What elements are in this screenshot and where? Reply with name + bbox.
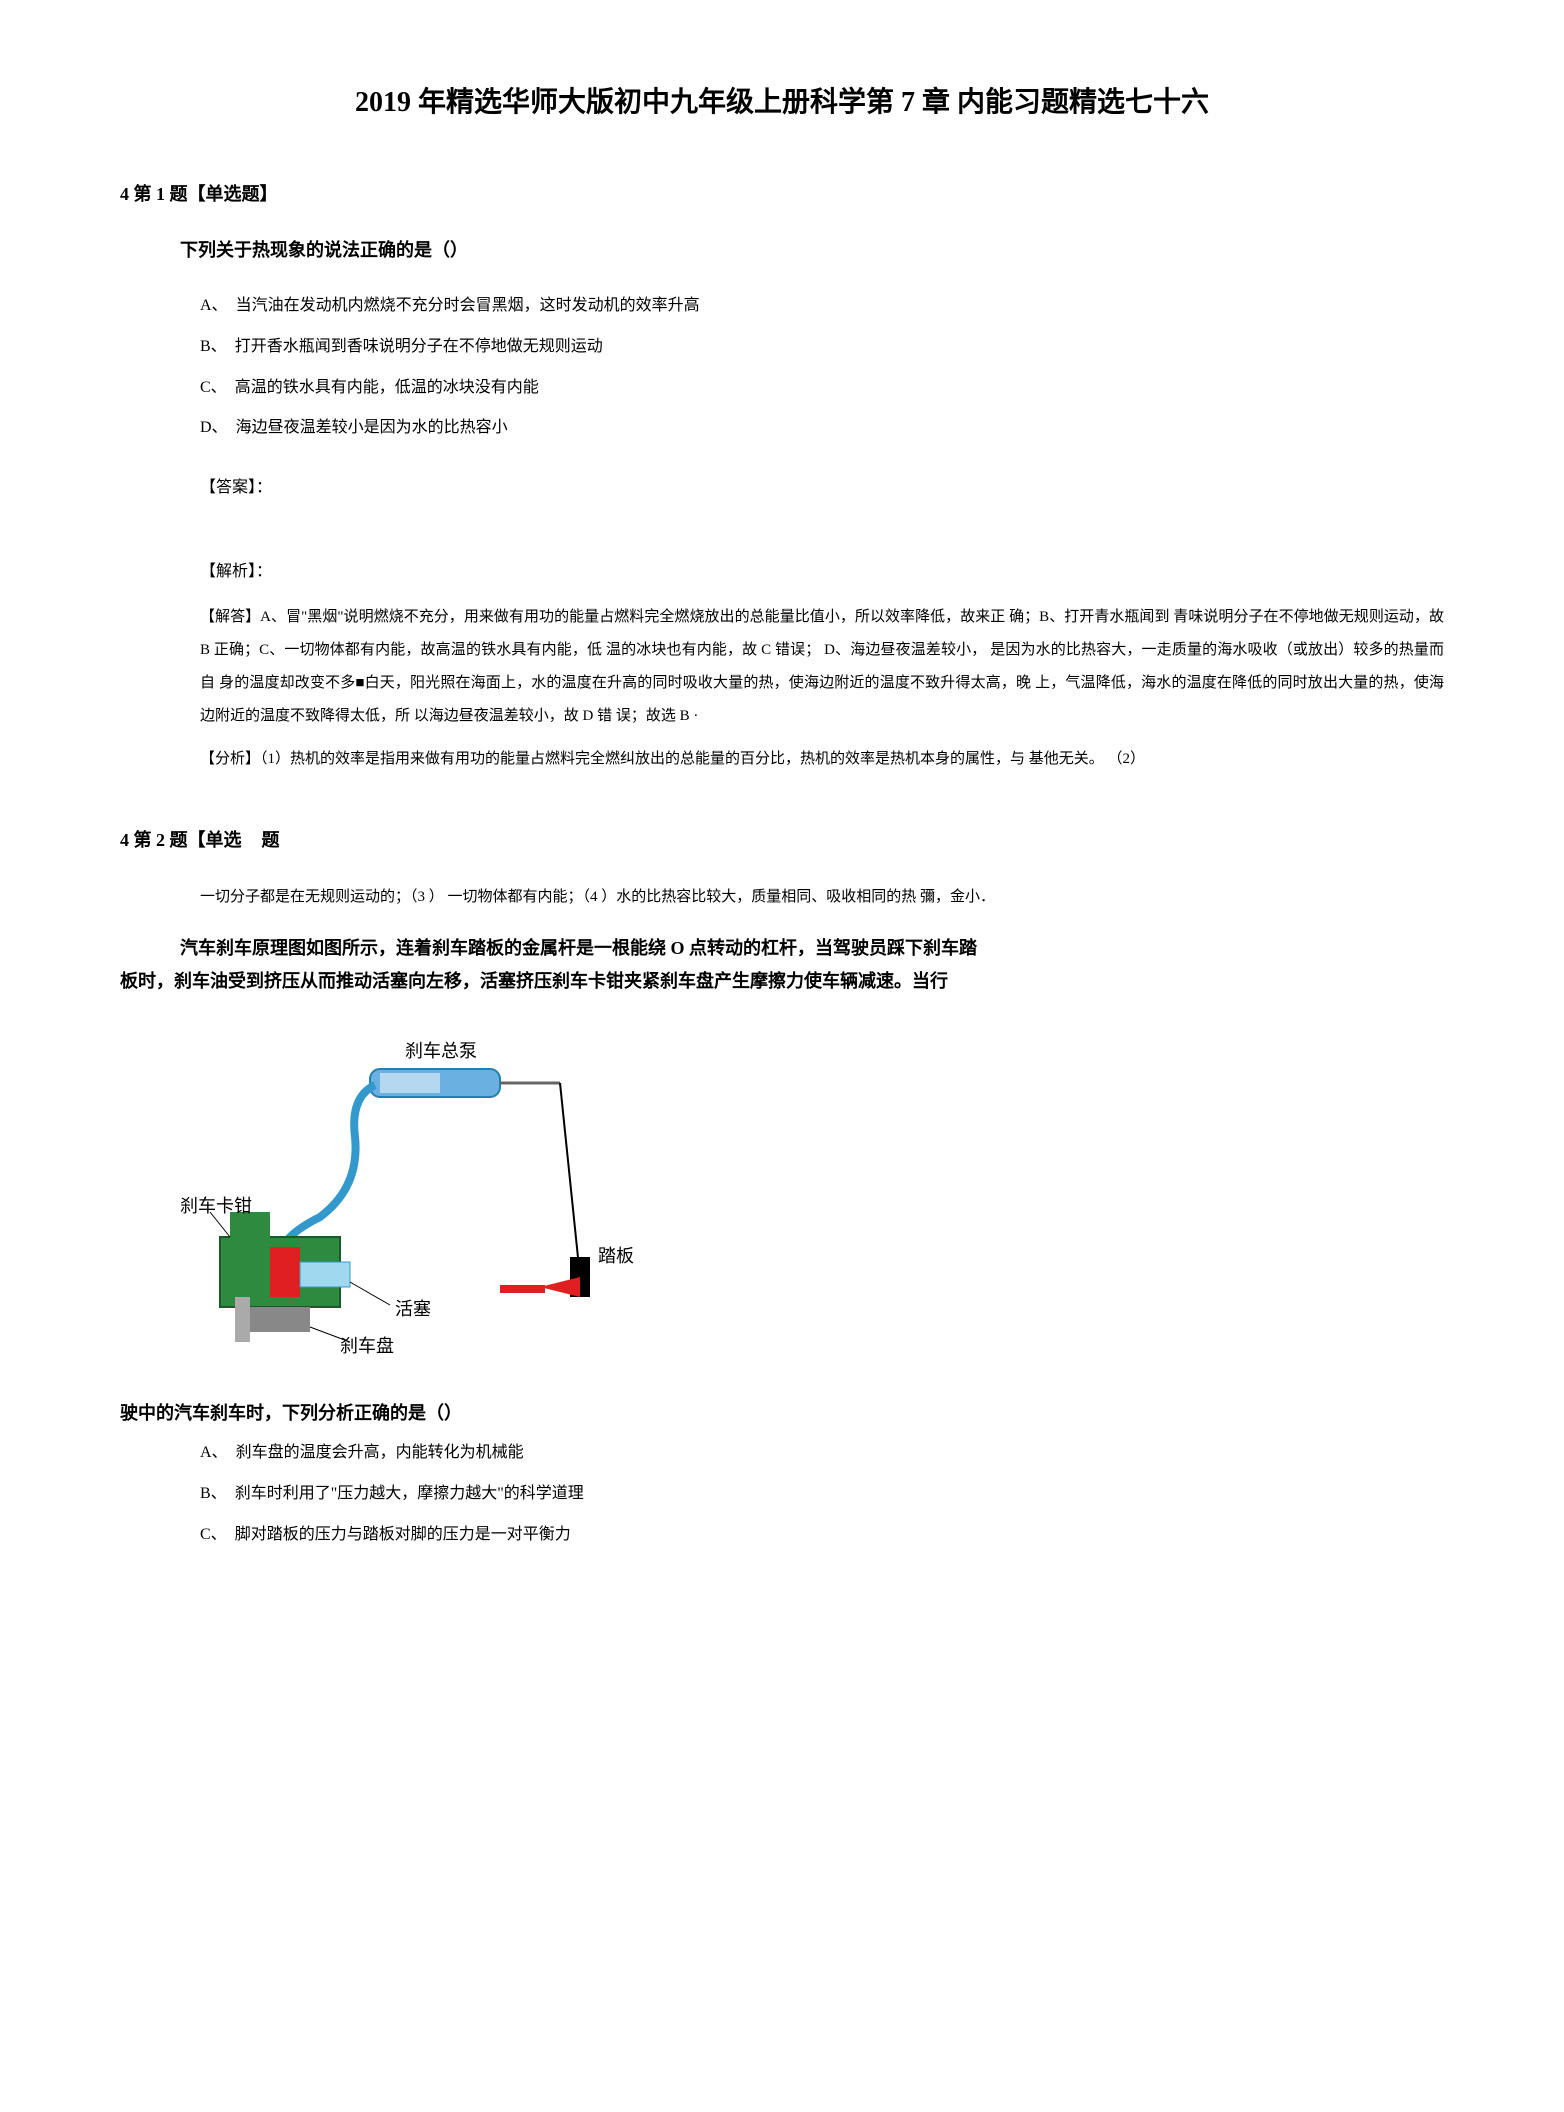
question1-analysis-label: 【解析】：	[200, 557, 1444, 581]
question2-stem-line1: 汽车刹车原理图如图所示，连着刹车踏板的金属杆是一根能绕 O 点转动的杠杆，当驾驶…	[180, 932, 1444, 964]
question2-choices: A、刹车盘的温度会升高，内能转化为机械能 B、刹车时利用了"压力越大，摩擦力越大…	[200, 1439, 1444, 1549]
question1-choice-c: C、高温的铁水具有内能，低温的冰块没有内能	[200, 374, 1444, 403]
question1-analysis-p2: 【分析】（1）热机的效率是指用来做有用功的能量占燃料完全燃纠放出的总能量的百分比…	[200, 743, 1444, 776]
choice-text: 刹车盘的温度会升高，内能转化为机械能	[236, 1444, 524, 1461]
question2-header: 4 第 2 题【单选	[120, 826, 242, 852]
diagram-label-pedal: 踏板	[598, 1242, 634, 1268]
question1-choice-a: A、当汽油在发动机内燃烧不充分时会冒黑烟，这时发动机的效率升高	[200, 292, 1444, 321]
question2-choice-b: B、刹车时利用了"压力越大，摩擦力越大"的科学道理	[200, 1480, 1444, 1509]
question2-header-suffix: 题	[262, 826, 280, 852]
diagram-label-piston: 活塞	[395, 1295, 431, 1321]
brake-diagram-svg	[180, 1037, 680, 1377]
choice-label: A、	[200, 297, 228, 314]
choice-label: C、	[200, 379, 227, 396]
choice-text: 当汽油在发动机内燃烧不充分时会冒黑烟，这时发动机的效率升高	[236, 297, 700, 314]
diagram-label-disc: 刹车盘	[340, 1332, 394, 1358]
brake-diagram: 刹车总泵 刹车卡钳 活塞 踏板 刹车盘	[180, 1037, 680, 1377]
choice-text: 高温的铁水具有内能，低温的冰块没有内能	[235, 379, 539, 396]
page-title: 2019 年精选华师大版初中九年级上册科学第 7 章 内能习题精选七十六	[120, 80, 1444, 120]
question2-stem-line2: 板时，刹车油受到挤压从而推动活塞向左移，活塞挤压刹车卡钳夹紧刹车盘产生摩擦力使车…	[120, 965, 1444, 997]
question2-choice-c: C、脚对踏板的压力与踏板对脚的压力是一对平衡力	[200, 1521, 1444, 1550]
question2-choice-a: A、刹车盘的温度会升高，内能转化为机械能	[200, 1439, 1444, 1468]
diagram-label-caliper: 刹车卡钳	[180, 1192, 252, 1218]
choice-text: 刹车时利用了"压力越大，摩擦力越大"的科学道理	[235, 1485, 584, 1502]
question1-answer-label: 【答案】：	[200, 473, 1444, 497]
choice-label: D、	[200, 419, 228, 436]
choice-label: B、	[200, 338, 227, 355]
question1-choice-b: B、打开香水瓶闻到香味说明分子在不停地做无规则运动	[200, 333, 1444, 362]
choice-text: 脚对踏板的压力与踏板对脚的压力是一对平衡力	[235, 1526, 571, 1543]
question1-stem: 下列关于热现象的说法正确的是（）	[180, 236, 1444, 262]
choice-label: A、	[200, 1444, 228, 1461]
choice-label: B、	[200, 1485, 227, 1502]
question1-header: 4 第 1 题【单选题】	[120, 180, 1444, 206]
question1-analysis-p1: 【解答】A、冒"黑烟"说明燃烧不充分，用来做有用功的能量占燃料完全燃烧放出的总能…	[200, 601, 1444, 733]
question2-note: 一切分子都是在无规则运动的；（3 ） 一切物体都有内能；（4 ）水的比热容比较大…	[200, 882, 1444, 912]
choice-label: C、	[200, 1526, 227, 1543]
question2-stem-continue: 驶中的汽车刹车时，下列分析正确的是（）	[120, 1397, 1444, 1429]
question1-choices: A、当汽油在发动机内燃烧不充分时会冒黑烟，这时发动机的效率升高 B、打开香水瓶闻…	[200, 292, 1444, 443]
diagram-label-pump: 刹车总泵	[405, 1037, 477, 1063]
question1-choice-d: D、海边昼夜温差较小是因为水的比热容小	[200, 414, 1444, 443]
choice-text: 海边昼夜温差较小是因为水的比热容小	[236, 419, 508, 436]
choice-text: 打开香水瓶闻到香味说明分子在不停地做无规则运动	[235, 338, 603, 355]
